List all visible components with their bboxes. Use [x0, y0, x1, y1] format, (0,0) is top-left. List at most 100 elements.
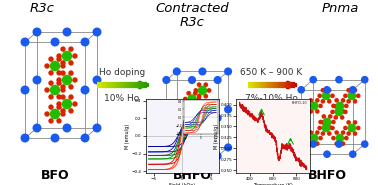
Point [203, 95, 209, 98]
Point [350, 88, 356, 91]
Point [310, 78, 316, 81]
Polygon shape [47, 83, 63, 97]
Point [349, 127, 355, 130]
Point [60, 85, 66, 88]
Polygon shape [333, 132, 346, 144]
Point [200, 70, 206, 73]
Point [308, 110, 314, 113]
Polygon shape [308, 132, 321, 144]
Point [314, 110, 321, 113]
Text: BHFO-10: BHFO-10 [292, 101, 308, 105]
Point [203, 133, 209, 136]
Point [340, 99, 346, 102]
Point [196, 95, 202, 98]
Point [72, 55, 78, 58]
Point [186, 103, 192, 106]
Point [56, 95, 62, 98]
Point [323, 127, 329, 130]
Point [203, 102, 209, 105]
Point [196, 117, 202, 120]
Polygon shape [196, 123, 209, 134]
Point [22, 41, 28, 43]
Polygon shape [59, 97, 75, 111]
Point [34, 31, 40, 33]
Point [68, 48, 74, 51]
Point [186, 122, 192, 125]
Text: 650 K – 900 K: 650 K – 900 K [240, 68, 302, 77]
Point [298, 88, 304, 91]
Point [68, 61, 74, 64]
Point [343, 137, 349, 139]
Point [324, 120, 330, 123]
Polygon shape [185, 93, 199, 105]
Point [337, 104, 343, 107]
Point [182, 117, 188, 120]
Point [340, 142, 346, 145]
Text: 7%-10% Ho: 7%-10% Ho [245, 94, 297, 103]
Text: Ho doping: Ho doping [99, 68, 145, 77]
Point [193, 127, 199, 130]
Point [64, 78, 70, 81]
Text: BFO: BFO [41, 169, 69, 182]
Point [343, 104, 349, 107]
Point [64, 127, 70, 130]
Point [52, 65, 58, 68]
Point [44, 112, 50, 115]
Text: BHFO: BHFO [307, 169, 347, 182]
Point [321, 115, 327, 118]
Point [34, 78, 40, 81]
Point [196, 102, 202, 105]
X-axis label: Temperature (K): Temperature (K) [253, 183, 293, 185]
Polygon shape [345, 122, 358, 134]
Point [22, 137, 28, 139]
Point [326, 132, 332, 135]
Point [174, 146, 180, 149]
Point [355, 127, 361, 130]
X-axis label: Field (kOe): Field (kOe) [169, 183, 195, 185]
Point [186, 111, 192, 114]
Point [311, 104, 317, 107]
Point [82, 41, 88, 43]
Point [48, 82, 54, 85]
Point [330, 104, 336, 107]
Point [203, 121, 209, 124]
Point [56, 78, 62, 81]
Point [60, 88, 66, 91]
Point [163, 78, 169, 81]
Point [352, 89, 358, 92]
Point [174, 108, 180, 111]
Point [352, 132, 358, 135]
Point [323, 94, 329, 97]
Polygon shape [333, 100, 346, 112]
Point [345, 121, 352, 124]
Point [342, 110, 349, 113]
Point [64, 102, 70, 105]
Point [324, 88, 330, 91]
Point [327, 115, 333, 118]
Point [326, 100, 332, 103]
Polygon shape [47, 59, 63, 73]
Point [340, 110, 346, 113]
Point [330, 137, 336, 139]
Point [340, 131, 346, 134]
Point [192, 122, 198, 125]
Point [196, 136, 202, 139]
Point [320, 132, 326, 135]
Point [334, 110, 340, 113]
Point [94, 127, 100, 130]
Point [60, 61, 66, 64]
Point [350, 153, 356, 156]
Point [355, 94, 361, 97]
Point [334, 131, 340, 134]
Point [82, 137, 88, 139]
Point [196, 97, 202, 100]
Y-axis label: M (emu/g): M (emu/g) [125, 123, 130, 149]
Point [34, 127, 40, 130]
Point [189, 78, 195, 81]
Point [186, 130, 192, 133]
Point [362, 143, 368, 146]
Point [163, 154, 169, 157]
Point [320, 100, 326, 103]
Point [72, 102, 78, 105]
Polygon shape [345, 90, 358, 101]
